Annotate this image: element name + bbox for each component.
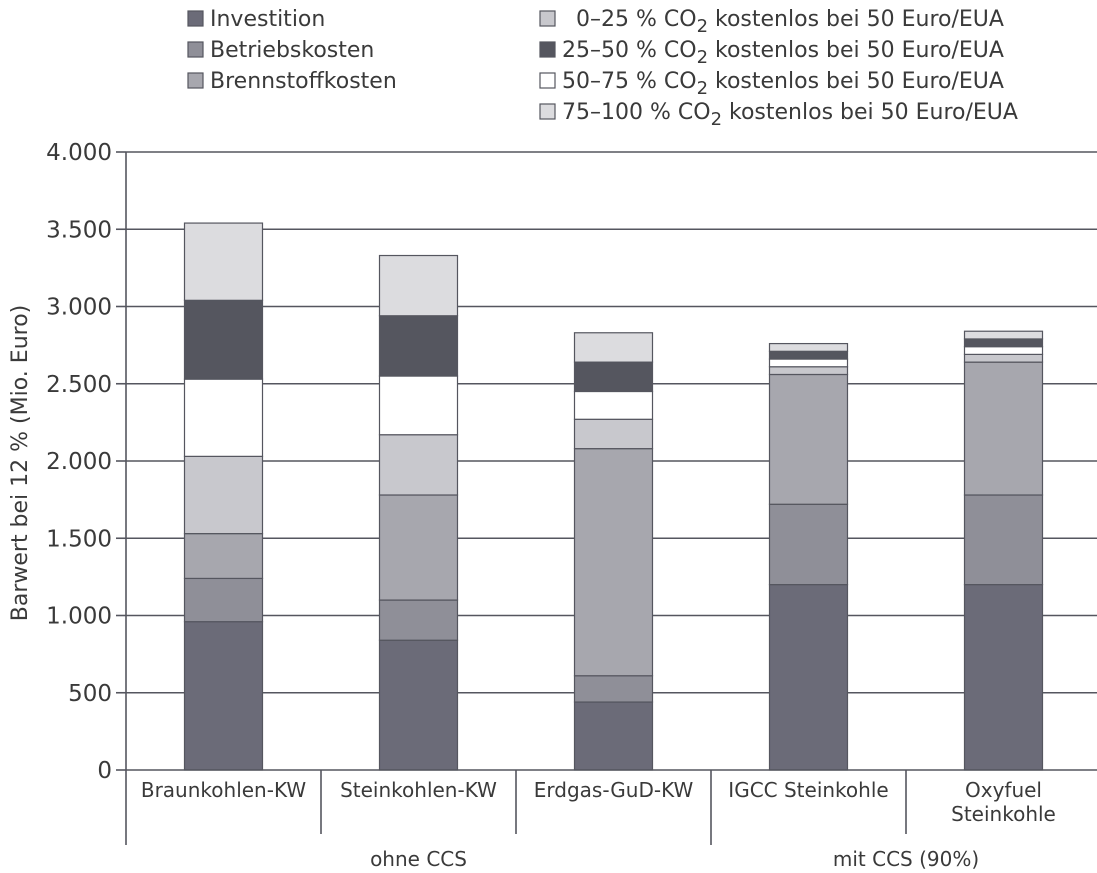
legend-label: 25–50 % CO2 kostenlos bei 50 Euro/EUA	[562, 38, 1004, 68]
y-tick-label: 0	[97, 758, 112, 784]
category-label: Oxyfuel	[965, 778, 1042, 802]
legend-label: 50–75 % CO2 kostenlos bei 50 Euro/EUA	[562, 69, 1004, 99]
category-label: Braunkohlen-KW	[141, 778, 306, 802]
legend-swatch	[539, 41, 556, 58]
bar-segment	[768, 503, 849, 586]
bar-segment	[573, 418, 654, 450]
group-label: ohne CCS	[370, 847, 467, 871]
y-tick-label: 2.500	[46, 372, 112, 398]
legend-swatch	[187, 72, 204, 89]
bar-segment	[183, 222, 264, 301]
bar-segment	[963, 583, 1044, 771]
bars	[183, 222, 1044, 771]
y-axis-title: Barwert bei 12 % (Mio. Euro)	[8, 305, 33, 622]
bar-segment	[963, 353, 1044, 363]
bar-segment	[573, 332, 654, 363]
bar-segment	[183, 299, 264, 380]
y-tick-label: 3.500	[46, 217, 112, 243]
legend-label: 0–25 % CO2 kostenlos bei 50 Euro/EUA	[576, 7, 1004, 37]
category-label: Steinkohle	[951, 802, 1056, 826]
bar-segment	[378, 639, 459, 771]
legend-swatch	[539, 10, 556, 27]
bar-segment	[963, 338, 1044, 348]
bar-segment	[378, 494, 459, 601]
bar-segment	[768, 373, 849, 505]
bar-segment	[183, 577, 264, 623]
legend-swatch	[539, 72, 556, 89]
legend-label: 75–100 % CO2 kostenlos bei 50 Euro/EUA	[562, 100, 1018, 130]
y-tick-label: 3.000	[46, 295, 112, 321]
legend-label: Investition	[210, 7, 325, 32]
bar-segment	[768, 366, 849, 376]
bar-segment	[378, 254, 459, 317]
y-tick-label: 4.000	[46, 140, 112, 166]
bar-segment	[378, 375, 459, 436]
category-label: Erdgas-GuD-KW	[534, 778, 694, 802]
bar-segment	[963, 361, 1044, 496]
y-tick-label: 500	[68, 681, 112, 707]
axes: 0 500 1.000 1.500 2.000 2.500 3.000 3.500 4.000 B…	[46, 140, 1097, 871]
y-tick-label: 1.500	[46, 526, 112, 552]
legend-label: Brennstoffkosten	[210, 69, 397, 94]
bar-segment	[768, 358, 849, 368]
legend-label: Betriebskosten	[210, 38, 374, 63]
bar-segment	[768, 350, 849, 360]
bar-segment	[573, 361, 654, 393]
legend-swatch	[187, 41, 204, 58]
bar-segment	[963, 346, 1044, 355]
legend: Investition Betriebskosten Brennstoffkoste…	[187, 7, 1018, 130]
bar-segment	[573, 448, 654, 677]
bar-segment	[183, 455, 264, 535]
bar-segment	[378, 599, 459, 641]
bar-segment	[183, 378, 264, 457]
bar-segment	[378, 315, 459, 377]
category-label: IGCC Steinkohle	[728, 778, 888, 802]
group-label: mit CCS (90%)	[833, 847, 979, 871]
y-tick-label: 1.000	[46, 604, 112, 630]
legend-swatch	[539, 103, 556, 120]
category-label: Steinkohlen-KW	[340, 778, 497, 802]
bar-segment	[963, 494, 1044, 586]
bar-segment	[183, 621, 264, 771]
bar-segment	[768, 342, 849, 352]
bar-segment	[963, 330, 1044, 340]
bar-segment	[768, 583, 849, 771]
bar-segment	[378, 434, 459, 496]
bar-segment	[183, 533, 264, 580]
y-tick-label: 2.000	[46, 449, 112, 475]
bar-segment	[573, 390, 654, 420]
bar-segment	[573, 675, 654, 703]
bar-segment	[573, 701, 654, 771]
legend-swatch	[187, 10, 204, 27]
